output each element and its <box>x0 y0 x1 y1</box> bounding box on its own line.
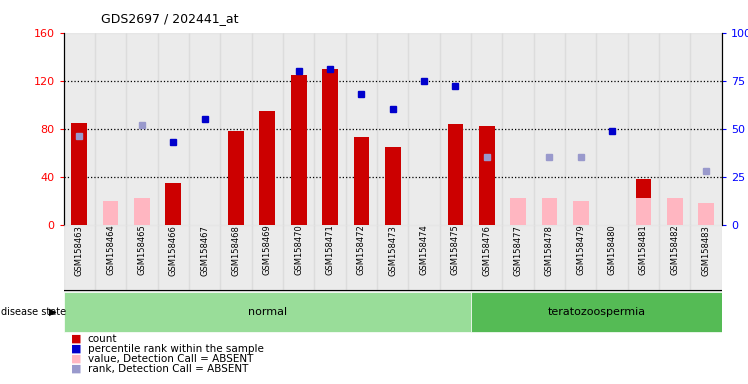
Bar <box>158 33 189 225</box>
Text: ▶: ▶ <box>49 307 56 317</box>
Bar <box>667 198 683 225</box>
Bar <box>628 33 659 225</box>
Text: GSM158469: GSM158469 <box>263 225 272 275</box>
Bar <box>659 225 690 290</box>
Text: ■: ■ <box>71 364 82 374</box>
Text: GSM158480: GSM158480 <box>607 225 616 275</box>
Text: GSM158473: GSM158473 <box>388 225 397 275</box>
Text: disease state: disease state <box>1 307 66 317</box>
Text: GSM158479: GSM158479 <box>576 225 585 275</box>
Text: GSM158476: GSM158476 <box>482 225 491 275</box>
Bar <box>596 225 628 290</box>
Bar <box>354 137 370 225</box>
Bar <box>377 33 408 225</box>
Bar <box>346 33 377 225</box>
Bar <box>189 33 221 225</box>
Bar <box>260 111 275 225</box>
Bar <box>471 292 722 332</box>
Text: GSM158477: GSM158477 <box>514 225 523 275</box>
Bar <box>377 225 408 290</box>
Bar <box>221 225 251 290</box>
Bar <box>503 33 534 225</box>
Bar <box>479 126 494 225</box>
Bar <box>699 203 714 225</box>
Bar <box>322 69 338 225</box>
Bar <box>126 33 158 225</box>
Bar <box>385 147 400 225</box>
Text: GSM158481: GSM158481 <box>639 225 648 275</box>
Bar <box>64 225 95 290</box>
Bar <box>690 33 722 225</box>
Text: GSM158471: GSM158471 <box>325 225 334 275</box>
Bar <box>534 225 565 290</box>
Bar <box>251 33 283 225</box>
Text: count: count <box>88 334 117 344</box>
Bar <box>283 225 314 290</box>
Bar <box>534 33 565 225</box>
Text: rank, Detection Call = ABSENT: rank, Detection Call = ABSENT <box>88 364 248 374</box>
Text: value, Detection Call = ABSENT: value, Detection Call = ABSENT <box>88 354 253 364</box>
Bar <box>573 201 589 225</box>
Bar <box>447 124 463 225</box>
Bar <box>165 183 181 225</box>
Text: percentile rank within the sample: percentile rank within the sample <box>88 344 263 354</box>
Text: GSM158472: GSM158472 <box>357 225 366 275</box>
Bar <box>95 225 126 290</box>
Text: GSM158464: GSM158464 <box>106 225 115 275</box>
Bar <box>596 33 628 225</box>
Bar <box>189 225 221 290</box>
Bar <box>221 33 251 225</box>
Text: GSM158475: GSM158475 <box>451 225 460 275</box>
Bar <box>542 198 557 225</box>
Text: GSM158465: GSM158465 <box>138 225 147 275</box>
Bar <box>636 179 652 225</box>
Bar <box>95 33 126 225</box>
Bar <box>628 225 659 290</box>
Text: GSM158482: GSM158482 <box>670 225 679 275</box>
Bar <box>158 225 189 290</box>
Text: ■: ■ <box>71 334 82 344</box>
Bar <box>510 198 526 225</box>
Bar <box>471 33 503 225</box>
Text: GSM158474: GSM158474 <box>420 225 429 275</box>
Bar <box>440 225 471 290</box>
Bar <box>291 74 307 225</box>
Bar <box>228 131 244 225</box>
Bar <box>64 33 95 225</box>
Text: GSM158468: GSM158468 <box>231 225 240 275</box>
Bar <box>314 33 346 225</box>
Bar <box>134 198 150 225</box>
Bar <box>64 292 471 332</box>
Bar <box>503 225 534 290</box>
Bar <box>408 33 440 225</box>
Text: normal: normal <box>248 307 287 317</box>
Text: GSM158466: GSM158466 <box>169 225 178 275</box>
Bar <box>690 225 722 290</box>
Bar <box>102 201 118 225</box>
Text: GSM158478: GSM158478 <box>545 225 554 275</box>
Bar <box>283 33 314 225</box>
Bar <box>408 225 440 290</box>
Text: GSM158467: GSM158467 <box>200 225 209 275</box>
Text: GSM158463: GSM158463 <box>75 225 84 275</box>
Bar <box>346 225 377 290</box>
Bar <box>126 225 158 290</box>
Text: GDS2697 / 202441_at: GDS2697 / 202441_at <box>101 12 239 25</box>
Bar <box>636 198 652 225</box>
Text: ■: ■ <box>71 354 82 364</box>
Text: GSM158483: GSM158483 <box>702 225 711 275</box>
Bar <box>251 225 283 290</box>
Bar <box>440 33 471 225</box>
Text: teratozoospermia: teratozoospermia <box>548 307 646 317</box>
Bar <box>71 122 87 225</box>
Text: GSM158470: GSM158470 <box>294 225 303 275</box>
Bar <box>565 33 596 225</box>
Bar <box>659 33 690 225</box>
Bar <box>565 225 596 290</box>
Bar <box>314 225 346 290</box>
Bar <box>471 225 503 290</box>
Text: ■: ■ <box>71 344 82 354</box>
